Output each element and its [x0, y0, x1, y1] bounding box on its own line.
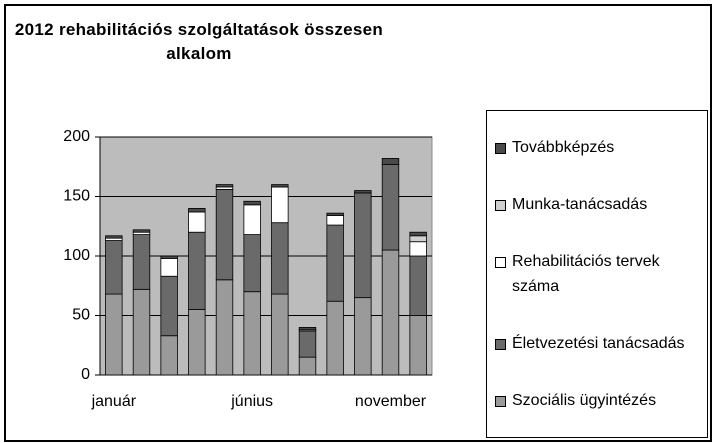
bar-segment — [271, 184, 289, 188]
y-tick-label: 150 — [63, 188, 90, 205]
bar-segment — [215, 184, 234, 188]
bar-segment — [409, 241, 427, 257]
bar-segment — [132, 234, 151, 290]
bar-segment — [271, 293, 289, 376]
bar-segment — [381, 158, 400, 165]
bar-segment — [409, 255, 427, 316]
bar-segment — [215, 279, 234, 376]
y-tick-label: 0 — [81, 366, 90, 383]
bar-segment — [105, 240, 123, 295]
bar-segment — [409, 235, 427, 243]
legend-item: Továbbképzés — [491, 135, 703, 160]
bar-segment — [271, 186, 289, 224]
bar-segment — [160, 335, 178, 376]
legend-label: Szociális ügyintézés — [512, 392, 657, 409]
bar-segment — [188, 309, 206, 376]
bar-segment — [409, 315, 427, 376]
bar-segment — [132, 229, 151, 233]
bar-segment — [271, 222, 289, 295]
bar-segment — [105, 235, 123, 239]
legend-item: Szociális ügyintézés — [491, 388, 703, 413]
bar-segment — [326, 300, 344, 376]
bar-segment — [243, 204, 261, 235]
chart-title: 2012 rehabilitációs szolgáltatások össze… — [14, 20, 384, 63]
bar-segment — [381, 163, 400, 251]
bar-segment — [354, 192, 372, 299]
legend-label: Rehabilitációs tervek száma — [512, 253, 660, 295]
bar-segment — [160, 257, 178, 277]
bar-segment — [105, 293, 123, 376]
legend-item: Munka-tanácsadás — [491, 192, 703, 217]
bar-segment — [381, 249, 400, 376]
legend-swatch — [495, 396, 506, 407]
legend: Továbbképzés Munka-tanácsadás Rehabilitáci… — [486, 110, 708, 438]
y-tick-label: 200 — [63, 128, 90, 145]
legend-label: Továbbképzés — [512, 139, 615, 156]
bar-segment — [298, 330, 317, 358]
legend-label: Életvezetési tanácsadás — [512, 335, 685, 352]
legend-item: Életvezetési tanácsadás — [491, 331, 703, 356]
bar-segment — [354, 297, 372, 376]
legend-swatch — [495, 257, 506, 268]
y-tick-label: 50 — [72, 307, 90, 324]
bar-segment — [298, 326, 317, 331]
bar-segment — [326, 212, 344, 216]
legend-swatch — [495, 143, 506, 154]
bar-segment — [243, 234, 261, 293]
bar-segment — [132, 288, 151, 376]
bar-segment — [243, 200, 261, 206]
bar-segment — [188, 231, 206, 310]
bar-segment — [243, 291, 261, 376]
bar-segment — [188, 207, 206, 213]
bar-segment — [298, 356, 317, 376]
bar-segment — [188, 211, 206, 233]
bar-segment — [409, 231, 427, 237]
x-tick-label: június — [230, 393, 273, 410]
x-tick-label: november — [355, 393, 427, 410]
y-tick-label: 100 — [63, 247, 90, 264]
bar-segment — [215, 188, 234, 281]
legend-item: Rehabilitációs tervek száma — [491, 249, 703, 299]
legend-label: Munka-tanácsadás — [512, 196, 648, 213]
legend-swatch — [495, 200, 506, 211]
frame — [4, 4, 712, 442]
bar-segment — [326, 224, 344, 302]
bar-segment — [354, 190, 372, 194]
bar-segment — [160, 275, 178, 337]
bar-segment — [160, 255, 178, 259]
x-tick-label: január — [91, 393, 137, 410]
bar-segment — [326, 215, 344, 226]
legend-swatch — [495, 339, 506, 350]
